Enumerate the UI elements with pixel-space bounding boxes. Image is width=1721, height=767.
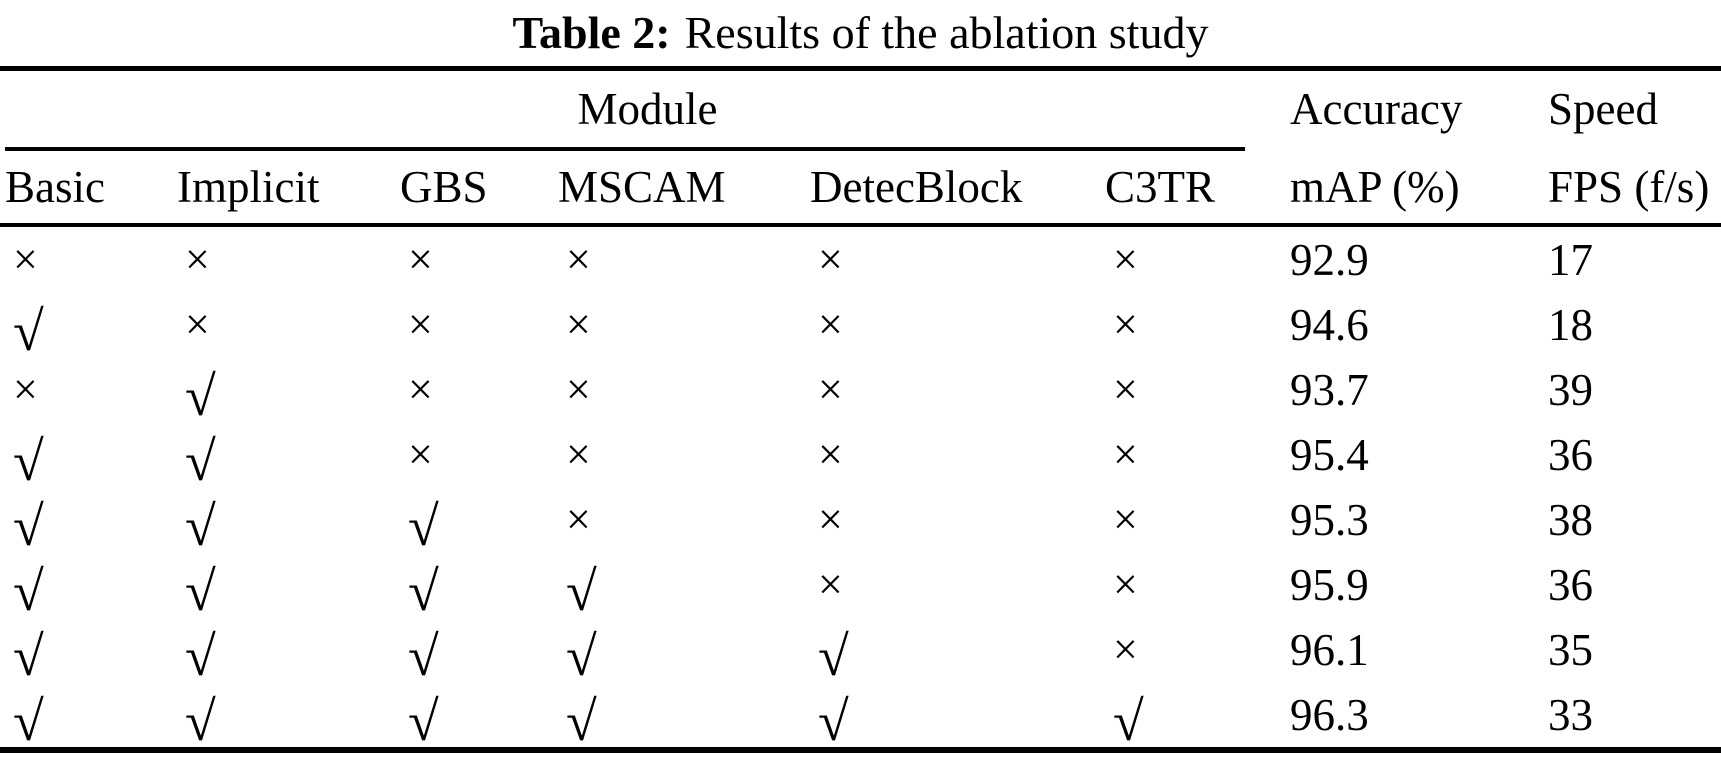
- module-flag-cell: √: [408, 690, 439, 753]
- table-caption-label: Table 2:: [512, 7, 671, 58]
- module-flag-cell: ×: [818, 234, 843, 284]
- module-flag-cell: √: [13, 430, 44, 493]
- module-flag-cell: ×: [566, 429, 591, 479]
- module-flag-cell: ×: [566, 234, 591, 284]
- table-caption: Table 2: Results of the ablation study: [0, 2, 1721, 64]
- column-header-fps: FPS (f/s): [1548, 162, 1710, 212]
- module-flag-cell: ×: [818, 364, 843, 414]
- map-value-cell: 96.1: [1290, 624, 1369, 675]
- module-flag-cell: ×: [408, 364, 433, 414]
- module-flag-cell: √: [13, 495, 44, 558]
- fps-value-cell: 18: [1548, 299, 1593, 350]
- module-flag-cell: √: [818, 625, 849, 688]
- module-flag-cell: ×: [818, 494, 843, 544]
- group-header-module: Module: [577, 84, 718, 134]
- ablation-table: Module Accuracy Speed Basic Implicit GBS…: [0, 66, 1721, 753]
- module-flag-cell: ×: [1113, 234, 1138, 284]
- module-flag-cell: ×: [408, 234, 433, 284]
- module-cmidrule: [5, 147, 1245, 151]
- module-flag-cell: √: [185, 625, 216, 688]
- table-row: √ √ √ × × × 95.3 38: [0, 487, 1721, 558]
- module-flag-cell: ×: [408, 429, 433, 479]
- module-flag-cell: √: [13, 625, 44, 688]
- module-cmidrule-row: [0, 147, 1721, 151]
- map-value-cell: 92.9: [1290, 234, 1369, 285]
- group-header-accuracy: Accuracy: [1290, 84, 1463, 134]
- module-flag-cell: ×: [818, 559, 843, 609]
- module-flag-cell: √: [566, 690, 597, 753]
- module-flag-cell: √: [1113, 690, 1144, 753]
- map-value-cell: 93.7: [1290, 364, 1369, 415]
- module-flag-cell: √: [408, 560, 439, 623]
- module-flag-cell: √: [818, 690, 849, 753]
- module-flag-cell: √: [13, 560, 44, 623]
- group-header-speed: Speed: [1548, 84, 1658, 134]
- table-row: × × × × × × 92.9 17: [0, 227, 1721, 292]
- table-row: √ √ √ √ √ √ 96.3 33: [0, 682, 1721, 753]
- module-flag-cell: ×: [1113, 624, 1138, 674]
- module-flag-cell: ×: [1113, 299, 1138, 349]
- module-flag-cell: ×: [13, 364, 38, 414]
- module-flag-cell: √: [185, 560, 216, 623]
- module-flag-cell: ×: [185, 234, 210, 284]
- module-flag-cell: ×: [1113, 364, 1138, 414]
- map-value-cell: 95.9: [1290, 559, 1369, 610]
- module-flag-cell: √: [566, 625, 597, 688]
- module-flag-cell: ×: [566, 364, 591, 414]
- table-row: √ √ √ √ √ × 96.1 35: [0, 617, 1721, 688]
- table-row: √ × × × × × 94.6 18: [0, 292, 1721, 363]
- fps-value-cell: 36: [1548, 559, 1593, 610]
- module-flag-cell: √: [185, 430, 216, 493]
- map-value-cell: 96.3: [1290, 689, 1369, 740]
- fps-value-cell: 17: [1548, 234, 1593, 285]
- module-flag-cell: √: [185, 495, 216, 558]
- fps-value-cell: 36: [1548, 429, 1593, 480]
- map-value-cell: 94.6: [1290, 299, 1369, 350]
- module-flag-cell: ×: [818, 299, 843, 349]
- fps-value-cell: 38: [1548, 494, 1593, 545]
- table-bottom-rule: [0, 747, 1721, 753]
- module-flag-cell: √: [13, 690, 44, 753]
- fps-value-cell: 33: [1548, 689, 1593, 740]
- module-flag-cell: √: [185, 690, 216, 753]
- module-flag-cell: √: [185, 365, 216, 428]
- column-header-map: mAP (%): [1290, 162, 1460, 212]
- fps-value-cell: 35: [1548, 624, 1593, 675]
- table-caption-text: Results of the ablation study: [684, 7, 1209, 58]
- module-flag-cell: ×: [1113, 494, 1138, 544]
- module-flag-cell: ×: [408, 299, 433, 349]
- module-flag-cell: ×: [1113, 429, 1138, 479]
- group-header-row: Module Accuracy Speed: [0, 71, 1721, 147]
- module-flag-cell: ×: [185, 299, 210, 349]
- module-flag-cell: √: [408, 625, 439, 688]
- column-header-c3tr: C3TR: [1105, 162, 1216, 212]
- module-flag-cell: ×: [13, 234, 38, 284]
- table-row: × √ × × × × 93.7 39: [0, 357, 1721, 428]
- map-value-cell: 95.3: [1290, 494, 1369, 545]
- column-header-gbs: GBS: [400, 162, 488, 212]
- column-header-mscam: MSCAM: [558, 162, 726, 212]
- column-header-basic: Basic: [5, 162, 105, 212]
- column-header-detecblock: DetecBlock: [810, 162, 1023, 212]
- module-flag-cell: ×: [566, 494, 591, 544]
- module-flag-cell: ×: [1113, 559, 1138, 609]
- fps-value-cell: 39: [1548, 364, 1593, 415]
- module-flag-cell: ×: [566, 299, 591, 349]
- table-row: √ √ √ √ × × 95.9 36: [0, 552, 1721, 623]
- module-flag-cell: √: [408, 495, 439, 558]
- module-flag-cell: √: [13, 300, 44, 363]
- column-header-row: Basic Implicit GBS MSCAM DetecBlock C3TR…: [0, 151, 1721, 227]
- table-body: × × × × × × 92.9 17 √ × × × × × 94.6 18 …: [0, 227, 1721, 753]
- map-value-cell: 95.4: [1290, 429, 1369, 480]
- table-row: √ √ × × × × 95.4 36: [0, 422, 1721, 493]
- column-header-implicit: Implicit: [177, 162, 320, 212]
- module-flag-cell: ×: [818, 429, 843, 479]
- module-flag-cell: √: [566, 560, 597, 623]
